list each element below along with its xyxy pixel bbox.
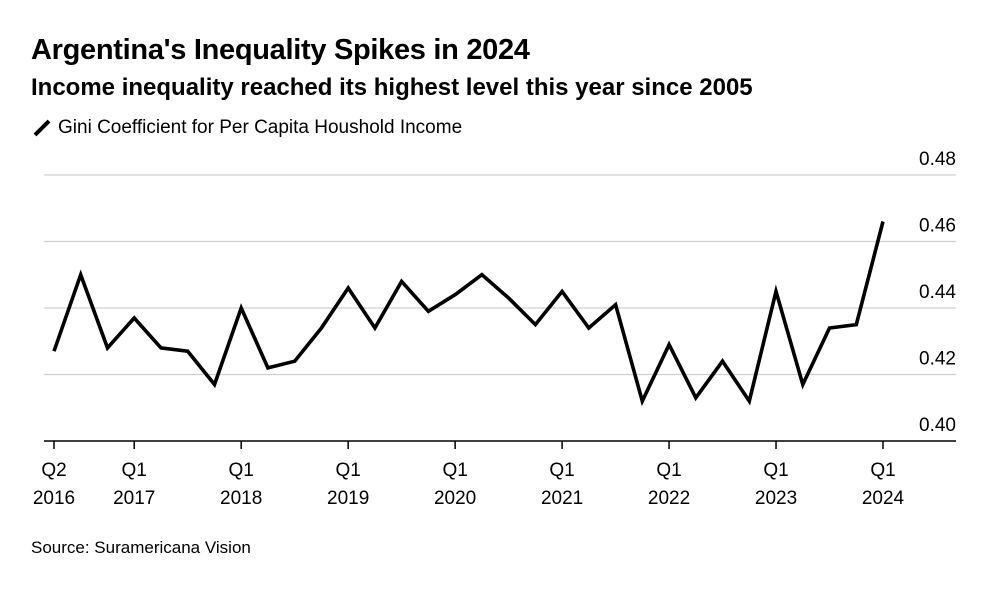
source-note: Source: Suramericana Vision	[31, 538, 251, 557]
gridlines	[44, 174, 956, 376]
legend-label: Gini Coefficient for Per Capita Houshold…	[58, 117, 463, 138]
x-tick-label: Q1	[656, 460, 681, 481]
x-tick-label: Q1	[122, 460, 147, 481]
x-tick-label: Q1	[549, 460, 574, 481]
y-tick-label: 0.40	[919, 415, 956, 436]
x-tick-label: 2019	[327, 488, 369, 509]
y-tick-label: 0.48	[919, 149, 956, 170]
legend-line-icon	[33, 119, 51, 137]
x-tick-label: Q1	[763, 460, 788, 481]
x-axis	[44, 440, 956, 449]
y-tick-label: 0.44	[919, 282, 956, 303]
x-tick-label: 2020	[434, 488, 476, 509]
chart-subtitle: Income inequality reached its highest le…	[31, 74, 753, 101]
x-tick-label: Q1	[229, 460, 254, 481]
series-line	[52, 221, 885, 407]
series-group	[52, 221, 885, 407]
legend: Gini Coefficient for Per Capita Houshold…	[31, 117, 462, 139]
x-tick-label: Q1	[335, 460, 360, 481]
x-tick-label: 2021	[541, 488, 583, 509]
x-tick-label: Q2	[41, 460, 66, 481]
y-tick-label: 0.46	[919, 216, 956, 237]
x-tick-label: 2022	[648, 488, 690, 509]
x-tick-label: 2018	[220, 488, 262, 509]
y-tick-label: 0.42	[919, 349, 956, 370]
y-axis-labels: 0.40 0.42 0.44 0.46 0.48	[919, 149, 956, 436]
x-axis-labels: Q2 2016 Q1 2017 Q1 2018 Q1 2019 Q1 2020 Q1 2021 Q1 20…	[33, 460, 905, 509]
x-tick-label: 2016	[33, 488, 75, 509]
x-tick-label: 2023	[755, 488, 797, 509]
x-tick-label: Q1	[870, 460, 895, 481]
x-tick-label: Q1	[442, 460, 467, 481]
chart-title: Argentina's Inequality Spikes in 2024	[31, 34, 530, 66]
x-tick-label: 2017	[113, 488, 155, 509]
x-tick-label: 2024	[862, 488, 905, 509]
